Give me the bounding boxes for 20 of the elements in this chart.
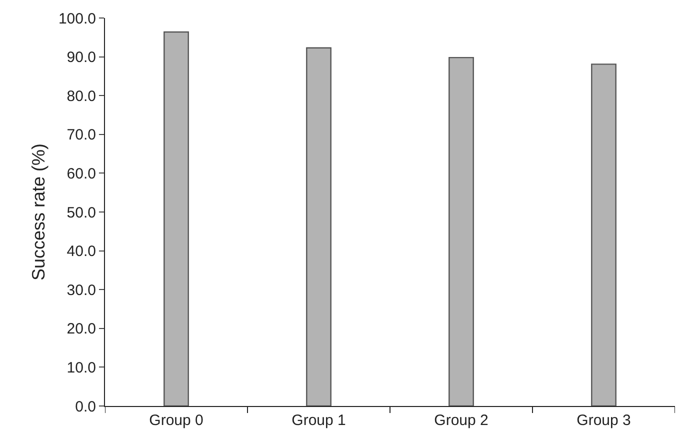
- bar: [591, 64, 616, 406]
- x-tick-label: Group 3: [576, 412, 631, 429]
- y-tick-label: 90.0: [66, 49, 96, 66]
- y-tick-label: 30.0: [66, 282, 96, 299]
- bar: [164, 31, 189, 406]
- y-tick-label: 100.0: [58, 10, 96, 28]
- y-tick-label: 10.0: [66, 359, 96, 376]
- y-tick-label: 0.0: [75, 398, 96, 416]
- x-tick-label: Group 0: [149, 412, 204, 429]
- y-axis-title: Success rate (%): [28, 143, 49, 281]
- y-tick-label: 80.0: [66, 88, 96, 105]
- bar: [448, 56, 474, 406]
- y-tick-label: 50.0: [66, 204, 96, 222]
- y-tick-label: 70.0: [66, 126, 96, 144]
- x-tick-label: Group 2: [434, 412, 488, 429]
- x-tick-label: Group 1: [292, 412, 346, 429]
- y-tick-label: 60.0: [66, 165, 96, 182]
- y-tick-label: 20.0: [66, 320, 96, 338]
- y-tick-label: 40.0: [66, 243, 96, 260]
- bar: [306, 47, 332, 406]
